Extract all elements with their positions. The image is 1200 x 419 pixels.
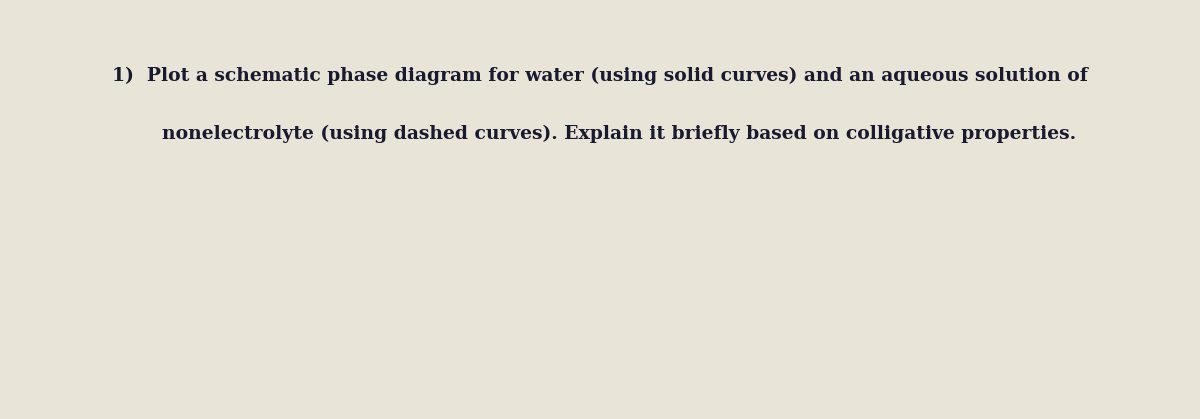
Text: nonelectrolyte (using dashed curves). Explain it briefly based on colligative pr: nonelectrolyte (using dashed curves). Ex… [124, 125, 1076, 143]
Text: 1)  Plot a schematic phase diagram for water (using solid curves) and an aqueous: 1) Plot a schematic phase diagram for wa… [112, 66, 1088, 85]
